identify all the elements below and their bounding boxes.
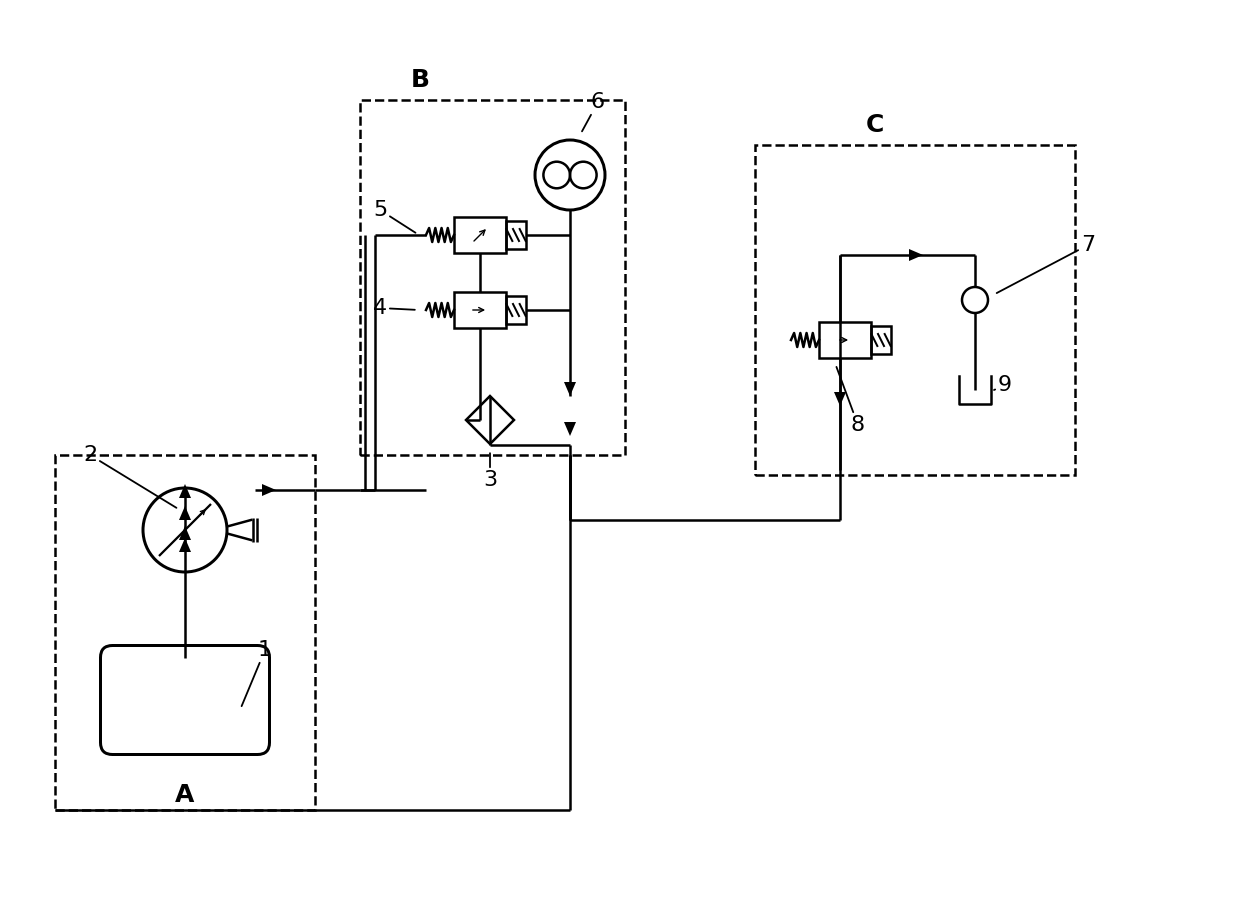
Bar bbox=[454, 217, 506, 253]
Text: 7: 7 bbox=[997, 235, 1095, 293]
Bar bbox=[506, 296, 526, 324]
Polygon shape bbox=[179, 526, 191, 540]
Text: 2: 2 bbox=[83, 445, 176, 508]
Polygon shape bbox=[564, 382, 577, 396]
Bar bbox=[360, 100, 625, 455]
Polygon shape bbox=[564, 422, 577, 436]
Text: 3: 3 bbox=[482, 453, 497, 490]
Text: 9: 9 bbox=[994, 375, 1012, 395]
Text: B: B bbox=[410, 68, 429, 92]
Polygon shape bbox=[262, 484, 277, 496]
Polygon shape bbox=[179, 538, 191, 552]
Polygon shape bbox=[179, 506, 191, 520]
Bar bbox=[818, 322, 870, 358]
Bar bbox=[755, 145, 1075, 475]
Text: C: C bbox=[866, 113, 884, 137]
Text: 8: 8 bbox=[837, 367, 866, 435]
Text: 6: 6 bbox=[582, 92, 605, 132]
Bar bbox=[870, 326, 892, 354]
Text: 4: 4 bbox=[373, 298, 415, 318]
Bar bbox=[454, 292, 506, 328]
Polygon shape bbox=[835, 392, 846, 406]
Polygon shape bbox=[909, 249, 923, 261]
Text: A: A bbox=[175, 783, 195, 807]
Polygon shape bbox=[179, 484, 191, 498]
Bar bbox=[506, 221, 526, 249]
Bar bbox=[55, 455, 315, 810]
Text: 5: 5 bbox=[373, 200, 415, 233]
Text: 1: 1 bbox=[242, 640, 272, 707]
